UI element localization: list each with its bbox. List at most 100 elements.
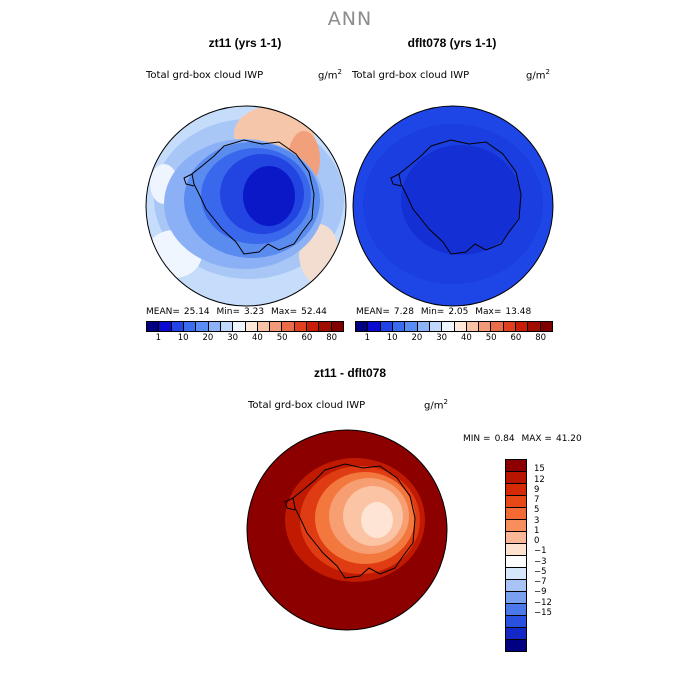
colorbar-tick-label: 12 [534,474,545,485]
map-panel-diff [245,428,449,632]
colorbar-tick-label: 50 [485,333,497,343]
colorbar-segment [392,322,406,331]
colorbar-segment [491,322,504,331]
diff-colorbar-labels: 15 12 9 7 5 3 1 0 −1 −3 −5 −7 −9 −12 −15 [534,459,574,623]
polar-map-left [145,105,347,307]
colorbar-tick-label: 40 [251,333,263,343]
colorbar-segment [307,322,320,331]
diff-colorbar-strip [505,459,527,652]
colorbar-tick-label: 9 [534,484,540,495]
colorbar-segment [516,322,529,331]
colorbar-segment [506,604,526,616]
map-panel-right [351,104,555,308]
antarctica-coastline-left [191,139,315,255]
colorbar-segment [429,322,443,331]
colorbar-tick-label: 40 [460,333,472,343]
colorbar-tick-label: 7 [534,495,540,505]
colorbar-segment [506,544,526,556]
colorbar-segment [220,322,234,331]
colorbar-segment [506,580,526,592]
colorbar-segment [159,322,172,331]
colorbar-segment [233,322,246,331]
colorbar-segment [282,322,295,331]
colorbar-tick-label: 30 [436,333,448,343]
units-label-left: g/m2 [318,68,342,82]
diff-units-label: g/m2 [424,398,448,412]
colorbar-segment [319,322,332,331]
diff-panel-title: zt11 - dflt078 [313,366,387,380]
colorbar-tick-label: 50 [276,333,288,343]
colorbar-tick-label: 1 [364,333,371,343]
colorbar-segment [506,592,526,604]
colorbar-segment [506,508,526,520]
colorbar-tick-label: 20 [411,333,423,343]
colorbar-segment [380,322,393,331]
colorbar-segment [506,496,526,508]
colorbar-tick-label: 30 [227,333,239,343]
colorbar-segment [257,322,271,331]
colorbar-segment [294,322,308,331]
colorbar-segment [506,628,526,640]
main-title: ANN [327,8,373,30]
colorbar-segment [479,322,492,331]
colorbar-segment [528,322,541,331]
colorbar-segment [506,556,526,568]
colorbar-tick-label: 15 [534,464,545,475]
colorbar-labels-left: 1 10 20 30 40 50 60 80 [146,332,344,344]
stats-left: MEAN= 25.14 Min= 3.23 Max= 52.44 [146,307,327,317]
colorbar-segment [417,322,430,331]
colorbar-right: 1 10 20 30 40 50 60 80 [355,321,553,344]
colorbar-tick-label: −3 [534,556,547,567]
variable-label-right: Total grd-box cloud IWP [352,70,470,81]
diff-minmax: MIN = 0.84 MAX = 41.20 [463,434,582,444]
map-panel-left [144,104,348,308]
colorbar-segment [270,322,283,331]
colorbar-segment [506,460,526,472]
diff-colorbar [505,459,527,652]
colorbar-segment [405,322,418,331]
units-label-right: g/m2 [526,68,550,82]
panel-title-right: dflt078 (yrs 1-1) [407,36,497,50]
antarctica-coastline-right [398,139,522,255]
colorbar-segment [331,322,343,331]
colorbar-tick-label: 60 [301,333,313,343]
colorbar-segment [196,322,209,331]
colorbar-tick-label: −5 [534,566,547,577]
colorbar-segment [503,322,517,331]
colorbar-tick-label: −1 [534,546,547,557]
colorbar-segment [147,322,160,331]
colorbar-strip-left [146,321,344,332]
colorbar-segment [208,322,221,331]
colorbar-tick-label: −7 [534,577,547,587]
colorbar-segment [356,322,369,331]
colorbar-segment [454,322,467,331]
colorbar-tick-label: 10 [386,333,398,343]
polar-map-right [352,105,554,307]
colorbar-segment [506,472,526,484]
colorbar-segment [540,322,552,331]
colorbar-left: 1 10 20 30 40 50 60 80 [146,321,344,344]
colorbar-tick-label: −15 [534,607,552,618]
colorbar-segment [506,532,526,544]
colorbar-tick-label: 5 [534,505,540,516]
polar-map-diff [246,429,448,631]
colorbar-segment [183,322,197,331]
colorbar-tick-label: −12 [534,597,552,608]
antarctica-coastline-diff [292,463,416,579]
colorbar-tick-label: 1 [534,525,540,536]
colorbar-segment [506,640,526,651]
panel-title-left: zt11 (yrs 1-1) [208,36,282,50]
colorbar-tick-label: 20 [202,333,214,343]
colorbar-tick-label: 60 [510,333,522,343]
colorbar-tick-label: 1 [155,333,162,343]
variable-label-left: Total grd-box cloud IWP [146,70,264,81]
colorbar-labels-right: 1 10 20 30 40 50 60 80 [355,332,553,344]
colorbar-segment [506,484,526,496]
colorbar-segment [506,568,526,580]
colorbar-tick-label: 3 [534,515,540,526]
colorbar-strip-right [355,321,553,332]
colorbar-tick-label: 0 [534,536,540,546]
colorbar-segment [506,520,526,532]
colorbar-segment [368,322,381,331]
colorbar-segment [171,322,184,331]
